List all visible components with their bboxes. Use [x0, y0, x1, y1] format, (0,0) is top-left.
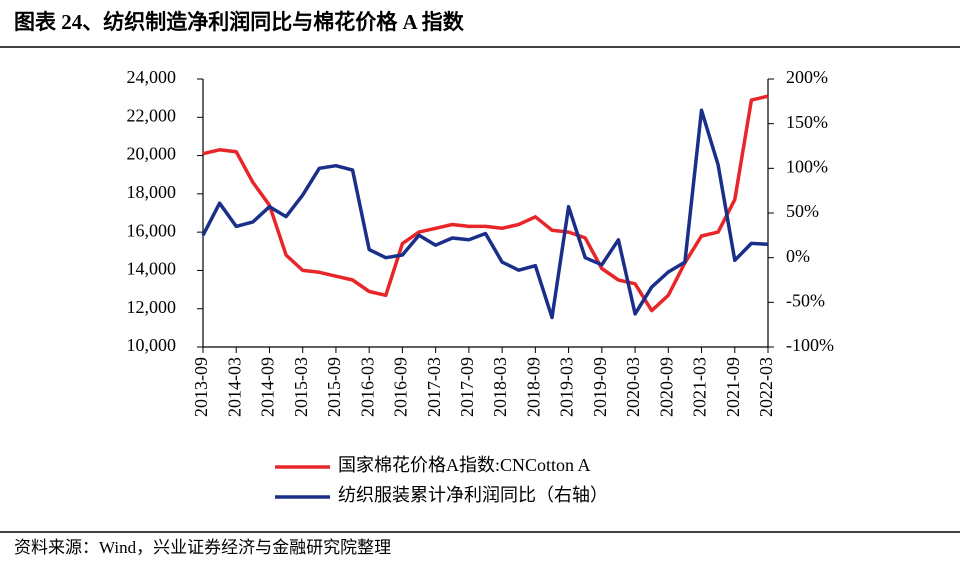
- y-tick-label: 24,000: [127, 67, 177, 87]
- x-tick-label: 2015-03: [291, 357, 311, 417]
- series-line: [201, 108, 769, 320]
- y-tick-label: 22,000: [127, 105, 177, 125]
- y2-tick-label: 0%: [786, 246, 810, 266]
- x-tick-label: 2014-09: [258, 357, 278, 417]
- x-tick-label: 2016-03: [357, 357, 377, 417]
- x-tick-label: 2020-03: [623, 357, 643, 417]
- legend-label: 纺织服装累计净利润同比（右轴）: [338, 485, 608, 505]
- x-tick-label: 2017-03: [424, 357, 444, 417]
- y-tick-label: 14,000: [127, 259, 177, 279]
- x-tick-label: 2016-09: [391, 357, 411, 417]
- chart-title: 图表 24、纺织制造净利润同比与棉花价格 A 指数: [14, 10, 465, 34]
- y2-tick-label: 150%: [786, 112, 828, 132]
- y2-tick-label: -100%: [786, 335, 834, 355]
- y2-tick-label: 200%: [786, 67, 828, 87]
- x-tick-label: 2018-03: [490, 357, 510, 417]
- y-tick-label: 16,000: [127, 220, 177, 240]
- source-note: 资料来源：Wind，兴业证券经济与金融研究院整理: [14, 538, 391, 557]
- x-tick-label: 2021-09: [723, 357, 743, 417]
- y-tick-label: 18,000: [127, 182, 177, 202]
- x-tick-label: 2014-03: [224, 357, 244, 417]
- x-tick-label: 2019-09: [590, 357, 610, 417]
- series-line: [202, 94, 769, 313]
- x-tick-label: 2019-03: [557, 357, 577, 417]
- y-tick-label: 12,000: [127, 297, 177, 317]
- y2-tick-label: -50%: [786, 290, 825, 310]
- x-tick-label: 2020-09: [656, 357, 676, 417]
- legend-label: 国家棉花价格A指数:CNCotton A: [338, 455, 591, 475]
- y-tick-label: 20,000: [127, 144, 177, 164]
- x-tick-label: 2018-09: [523, 357, 543, 417]
- y2-tick-label: 50%: [786, 201, 819, 221]
- x-tick-label: 2013-09: [191, 357, 211, 417]
- y-tick-label: 10,000: [127, 335, 177, 355]
- y2-tick-label: 100%: [786, 156, 828, 176]
- x-tick-label: 2017-09: [457, 357, 477, 417]
- x-tick-label: 2015-09: [324, 357, 344, 417]
- x-tick-label: 2022-03: [756, 357, 776, 417]
- x-tick-label: 2021-03: [690, 357, 710, 417]
